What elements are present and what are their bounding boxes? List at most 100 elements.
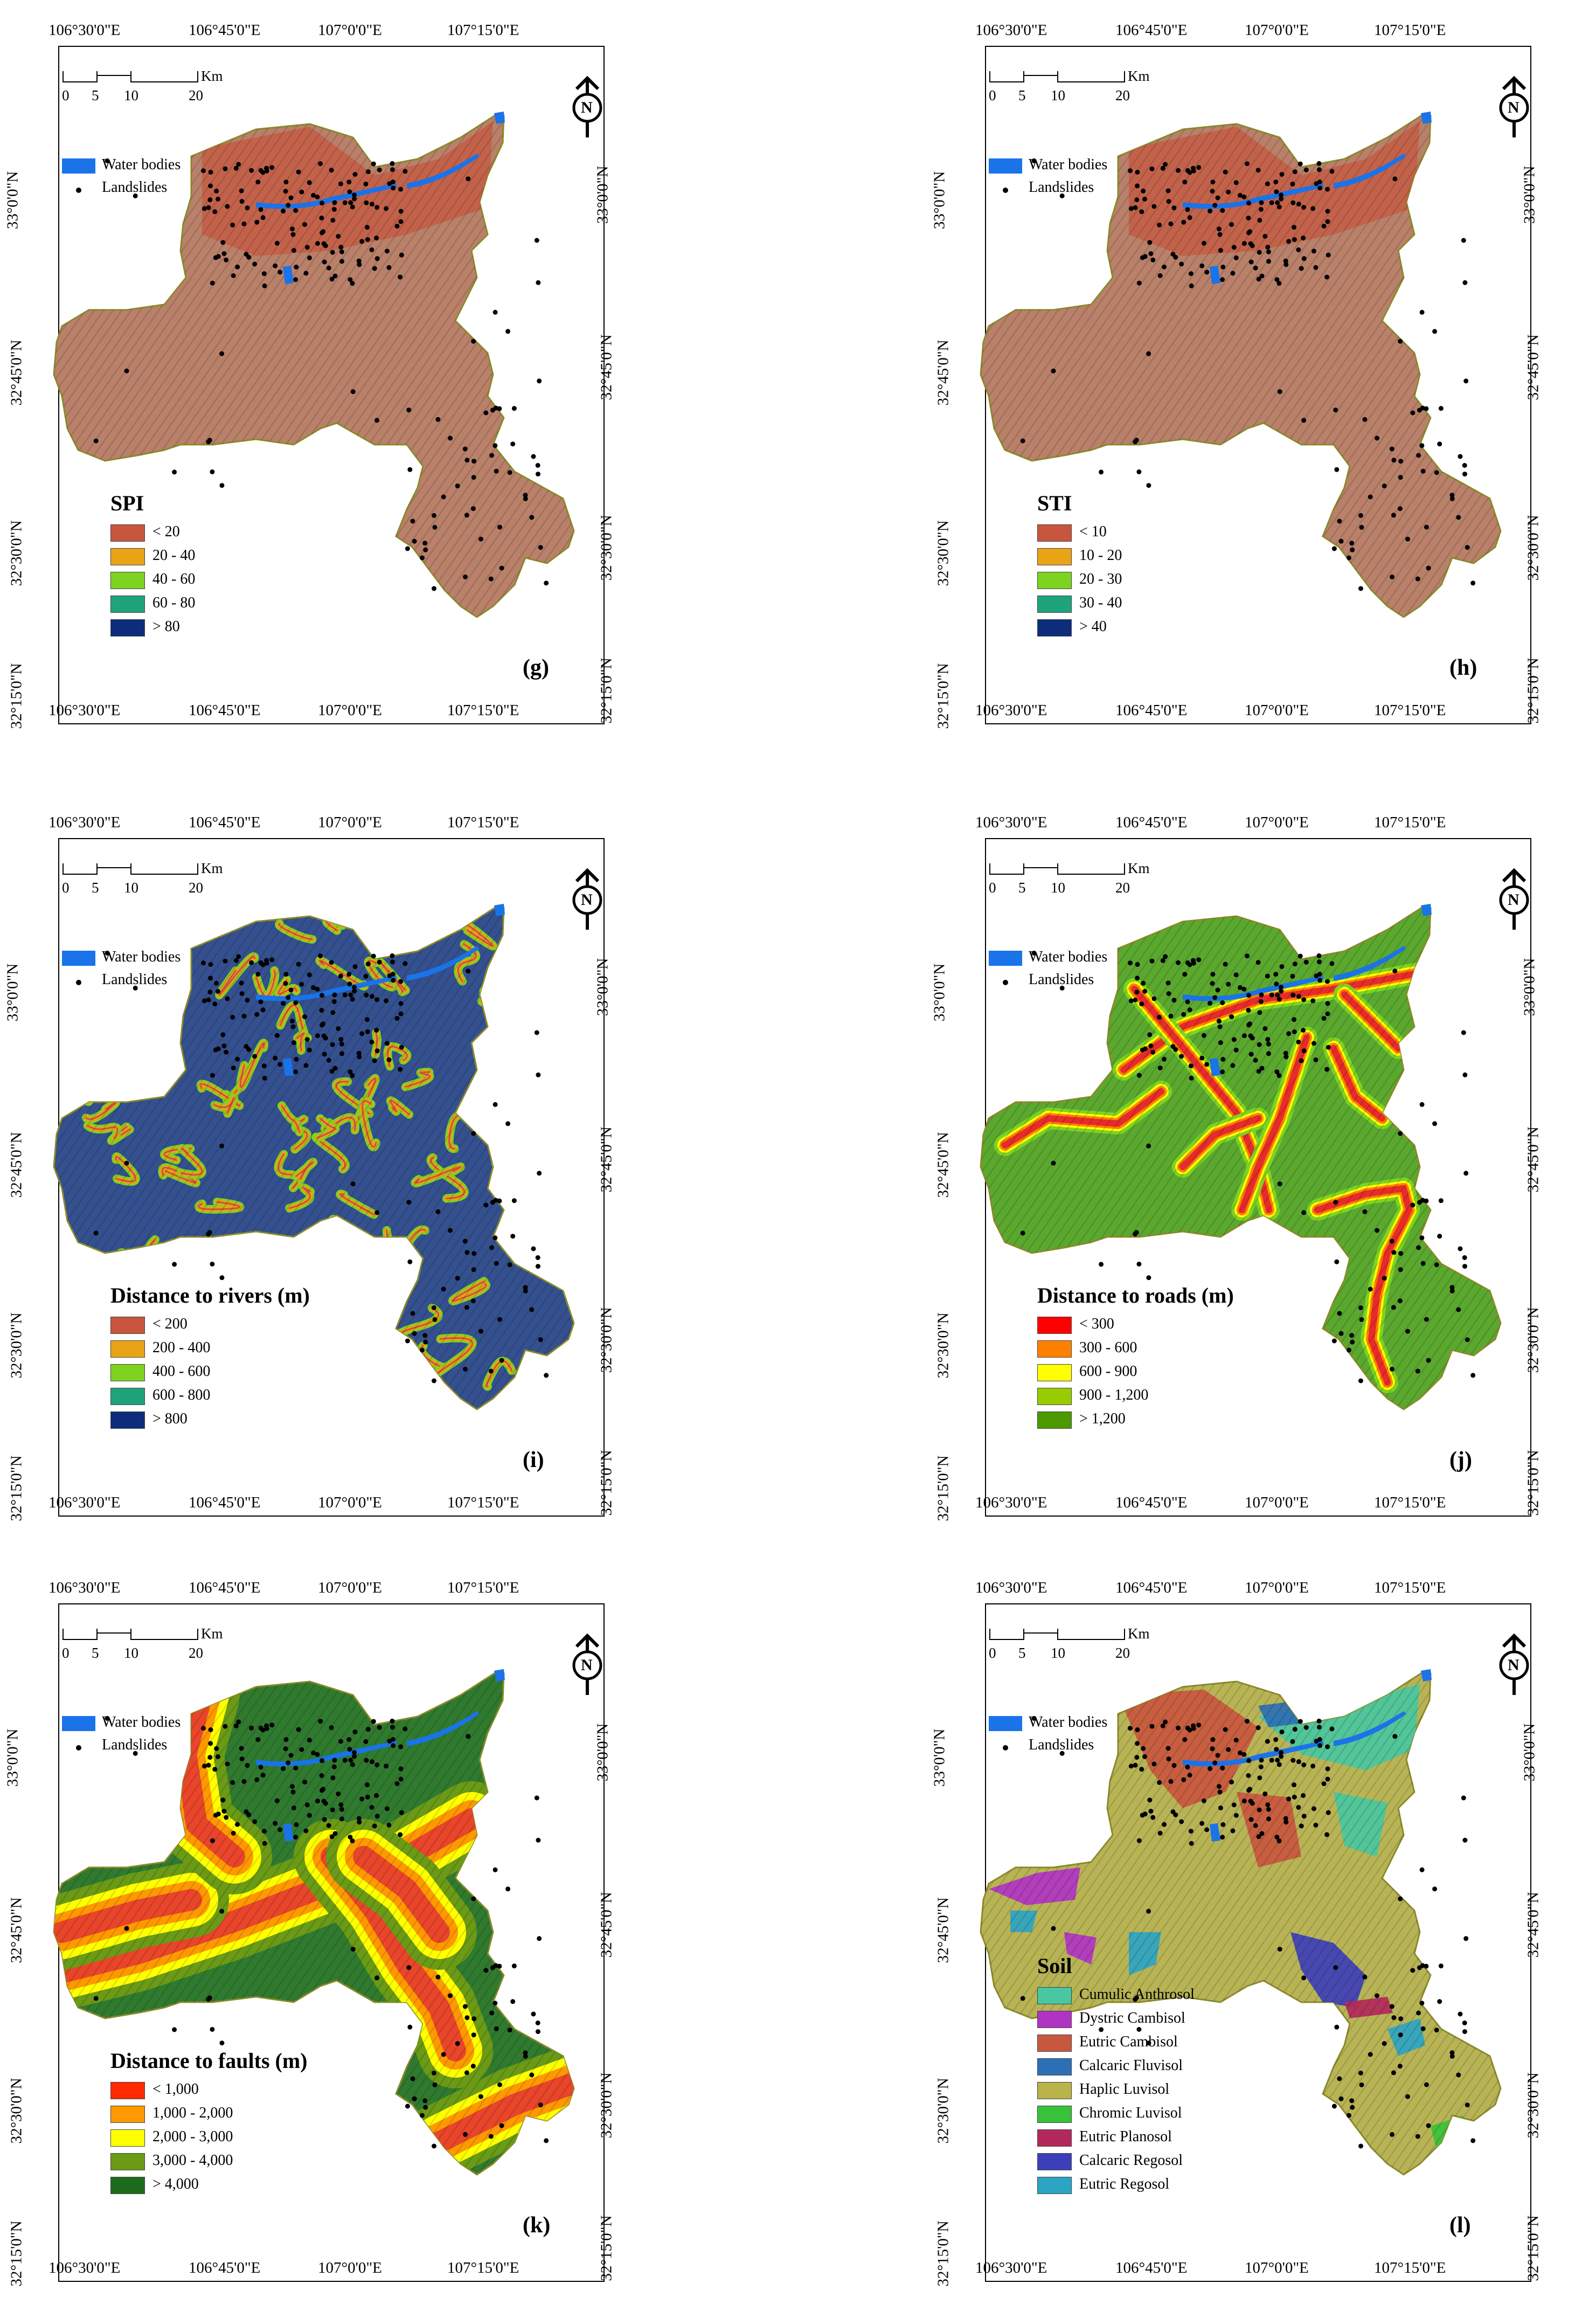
right-latitude-label: 32°15'0"N — [1524, 1450, 1542, 1516]
top-longitude-label: 107°15'0"E — [1374, 1579, 1446, 1596]
landslide-point — [432, 2143, 436, 2149]
legend-swatch — [1037, 524, 1072, 542]
landslide-point — [1334, 2024, 1340, 2030]
landslide-point — [432, 1378, 436, 1383]
bottom-longitude-label: 107°0'0"E — [1245, 1494, 1309, 1511]
landslide-point — [497, 406, 502, 411]
landslide-point — [536, 280, 541, 285]
landslide-point — [288, 195, 294, 200]
bottom-longitude-label: 106°30'0"E — [975, 702, 1047, 719]
bottom-longitude-label: 106°45'0"E — [189, 2259, 261, 2277]
landslide-point — [208, 962, 213, 967]
landslide-point — [448, 1228, 453, 1233]
landslide-point — [374, 418, 380, 423]
legend-label: > 800 — [152, 1410, 188, 1427]
water-body — [494, 1669, 505, 1682]
landslide-point — [252, 261, 258, 267]
left-latitude-label: 32°45'0"N — [8, 1897, 25, 1963]
landslide-point — [1135, 183, 1140, 189]
landslide-point — [1142, 988, 1147, 994]
landslide-point — [105, 950, 110, 956]
landslide-point — [377, 167, 382, 172]
landslide-point — [1449, 2050, 1455, 2056]
landslide-point — [1419, 2001, 1425, 2006]
right-latitude-label: 32°30'0"N — [598, 1307, 615, 1373]
landslide-point — [1276, 204, 1282, 210]
legend-swatch — [1037, 596, 1072, 613]
landslide-point — [1316, 1718, 1322, 1724]
landslide-point — [478, 2094, 483, 2099]
landslide-point — [307, 255, 312, 260]
landslide-point — [374, 1762, 380, 1768]
legend-item: > 40 — [1037, 616, 1107, 640]
landslide-point — [1165, 1746, 1171, 1751]
landslide-point — [1171, 1763, 1177, 1768]
landslide-point — [497, 1963, 502, 1969]
legend-swatch — [1037, 548, 1072, 565]
landslide-point — [1337, 2076, 1342, 2081]
right-latitude-label: 32°15'0"N — [598, 1450, 615, 1516]
landslide-point — [1461, 1030, 1466, 1035]
landslide-point — [1391, 1305, 1396, 1310]
landslide-point — [1390, 1366, 1394, 1372]
top-longitude-label: 106°45'0"E — [1115, 22, 1188, 39]
landslide-point — [1470, 1373, 1476, 1378]
landslide-point — [293, 1000, 299, 1006]
right-latitude-label: 32°30'0"N — [1524, 1307, 1542, 1373]
landslide-point — [336, 1791, 341, 1796]
landslide-point — [534, 238, 539, 243]
landslide-point — [1432, 329, 1438, 334]
landslide-point — [372, 266, 377, 271]
landslide-point — [311, 1750, 316, 1755]
landslide-point — [471, 1251, 477, 1256]
landslide-point — [529, 2072, 535, 2078]
landslide-point — [236, 954, 241, 959]
landslide-point — [352, 172, 358, 177]
landslide-point — [307, 1812, 312, 1818]
landslide-point — [216, 254, 221, 259]
bottom-longitude-label: 107°15'0"E — [1374, 702, 1446, 719]
legend-item: < 10 — [1037, 521, 1107, 545]
landslide-point — [1230, 271, 1236, 276]
landslide-point — [455, 483, 460, 489]
landslide-point — [1301, 1210, 1307, 1215]
water-body — [407, 154, 480, 189]
landslide-point — [1231, 1037, 1237, 1042]
landslide-point — [390, 167, 395, 172]
landslide-point — [390, 1718, 395, 1724]
landslide-point — [374, 236, 379, 241]
landslide-swatch — [989, 180, 1022, 197]
landslide-point — [1331, 546, 1337, 551]
landslide-point — [1465, 545, 1470, 550]
landslide-point — [1362, 1974, 1368, 1980]
landslide-point — [464, 2070, 469, 2075]
landslide-point — [1233, 255, 1239, 260]
landslide-point — [1310, 206, 1316, 211]
landslide-point — [398, 1776, 404, 1782]
landslide-point — [464, 2015, 470, 2021]
landslide-point — [1296, 994, 1301, 999]
landslide-point — [261, 1063, 267, 1069]
landslide-point — [1226, 1747, 1231, 1752]
landslide-point — [255, 972, 261, 977]
landslide-point — [463, 2132, 468, 2137]
landslide-point — [255, 179, 261, 185]
landslide-point — [1250, 1035, 1255, 1041]
landslide-point — [290, 1784, 295, 1789]
landslide-point — [1133, 439, 1138, 445]
landslide-point — [1212, 995, 1218, 1000]
water-label: Water bodies — [102, 156, 181, 173]
landslide-point — [1410, 410, 1415, 416]
landslide-point — [1246, 230, 1251, 236]
landslide-point — [1196, 957, 1202, 963]
landslide-point — [206, 439, 211, 445]
class-legend: STI < 10 10 - 20 20 - 30 30 - 40 > 40 — [1037, 490, 1122, 640]
landslide-point — [350, 997, 355, 1002]
landslide-point — [1265, 1802, 1271, 1808]
north-arrow-icon: N — [1495, 75, 1533, 140]
legend-item: > 4,000 — [110, 2174, 308, 2197]
landslide-point — [374, 205, 380, 210]
landslide-point — [273, 1055, 278, 1061]
landslide-point — [307, 1047, 312, 1053]
landslide-point — [1185, 960, 1190, 965]
